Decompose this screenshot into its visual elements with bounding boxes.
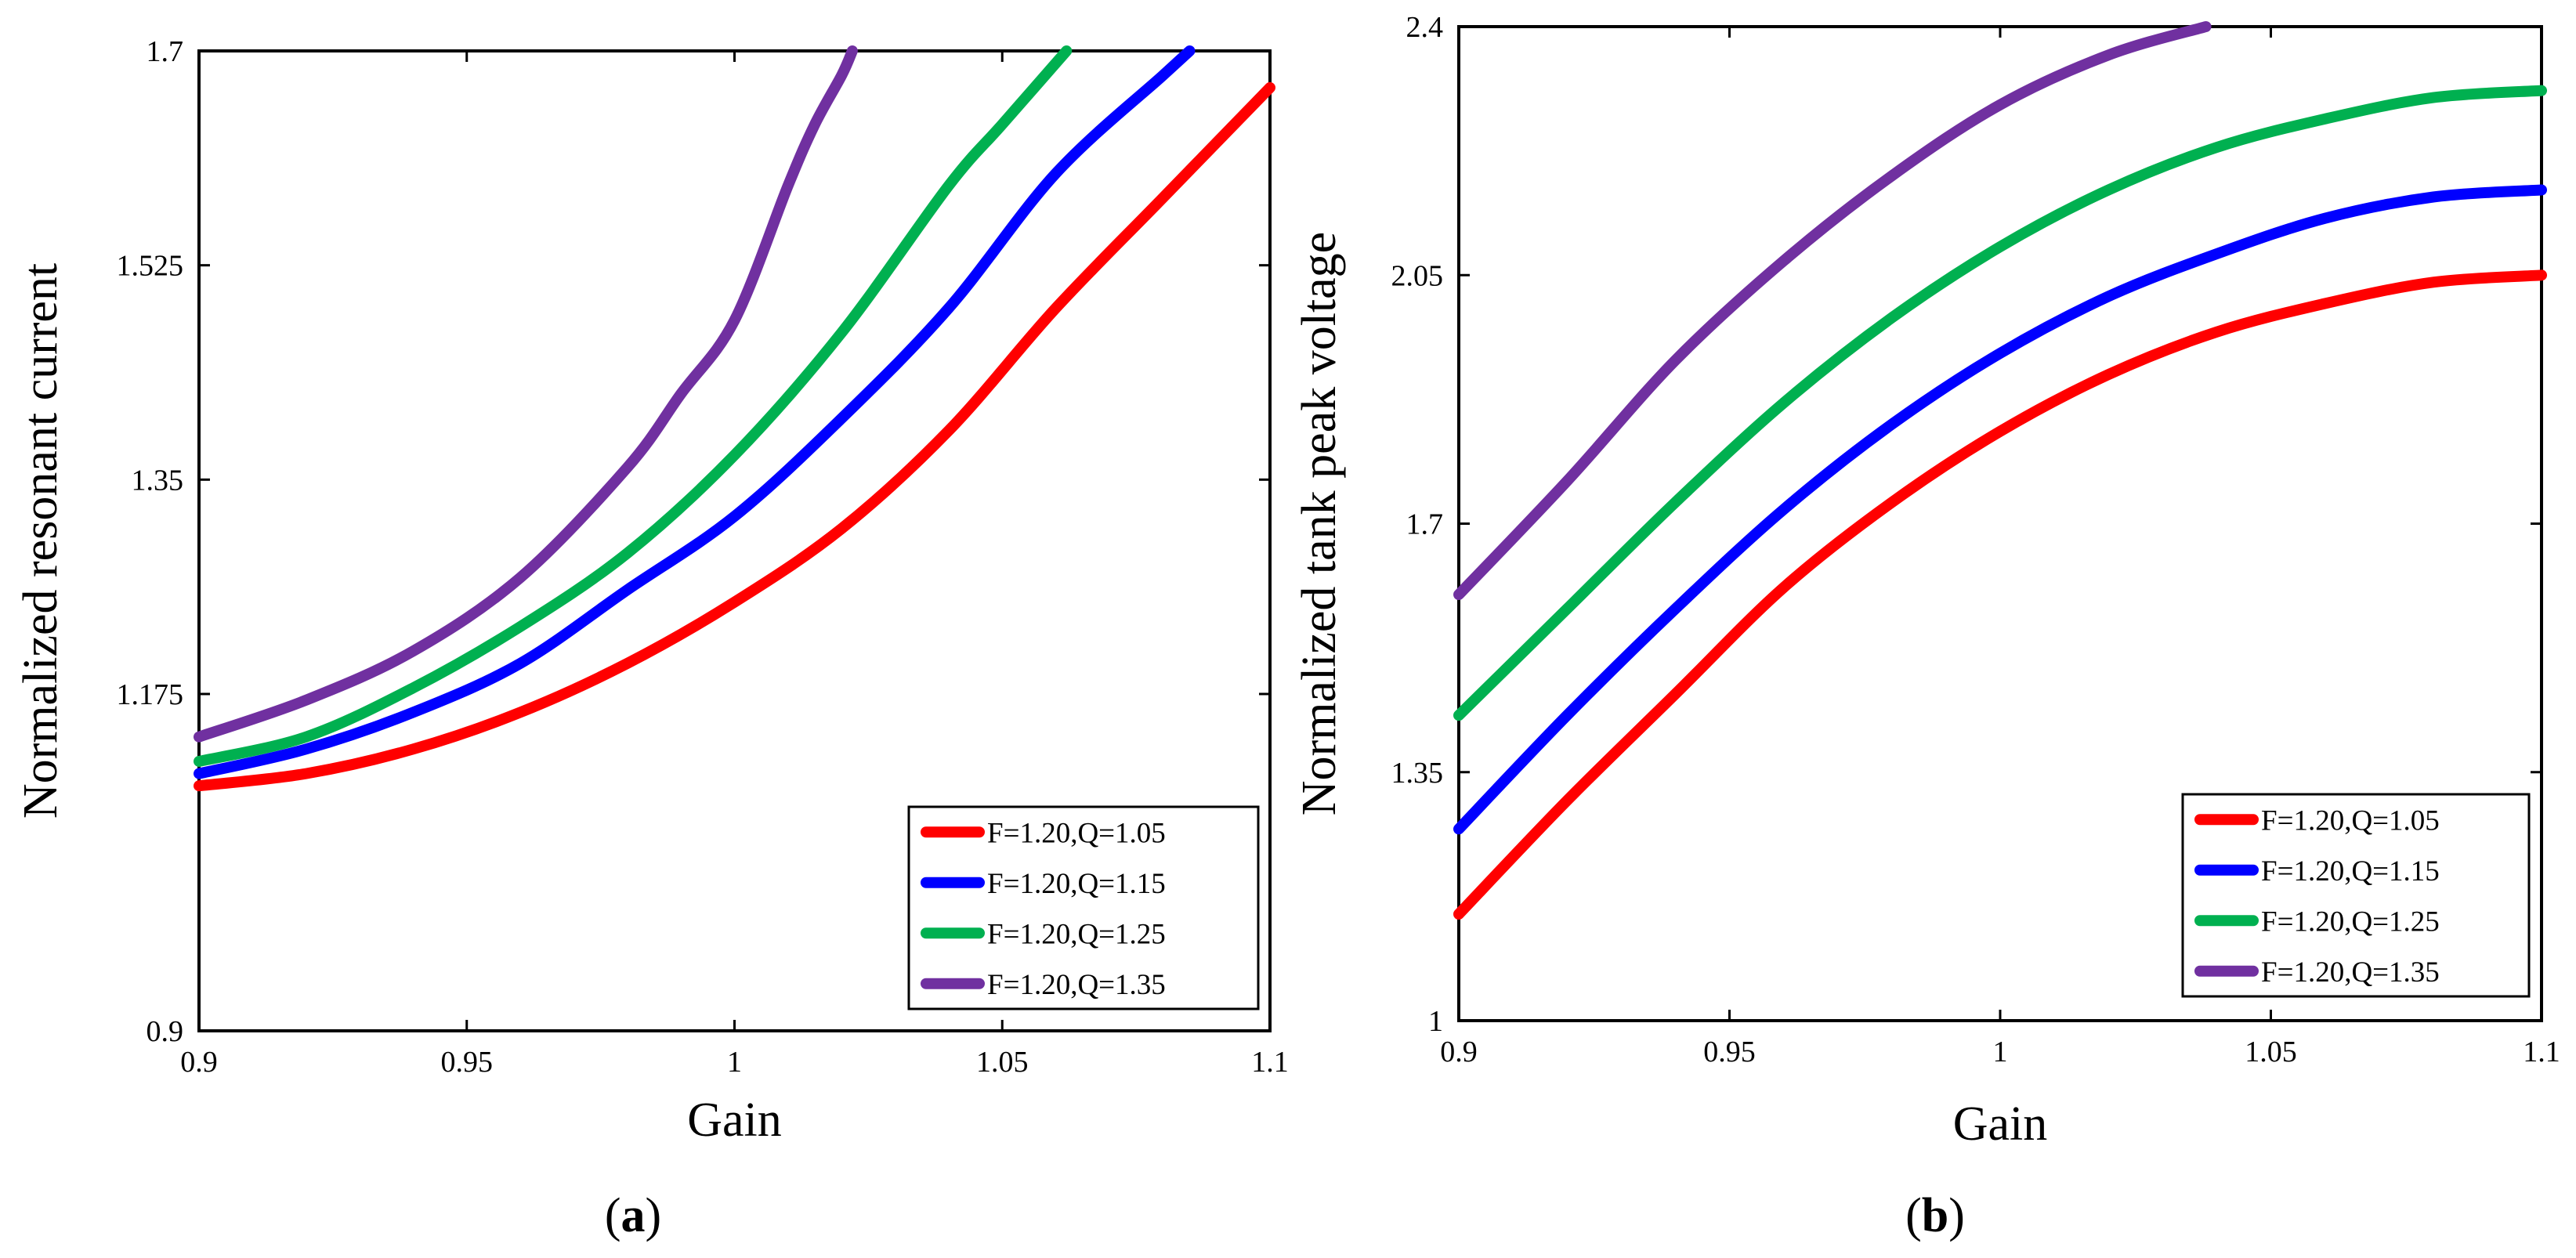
x-tick-label: 0.9 [1440,1036,1478,1068]
y-tick-label: 0.9 [147,1015,184,1048]
x-axis-title: Gain [1953,1097,2048,1151]
series-line-3 [1453,85,2547,721]
series-line-4 [194,45,858,743]
x-tick-label: 1.05 [2245,1036,2297,1068]
legend-label-3: F=1.20,Q=1.25 [987,918,1166,950]
legend-label-4: F=1.20,Q=1.35 [987,969,1166,1001]
x-tick-label: 0.9 [180,1046,218,1079]
x-tick-label: 1.1 [2523,1036,2560,1068]
y-tick-label: 1.7 [1406,508,1444,541]
legend-box [907,805,1260,1010]
y-tick-label: 1.35 [132,464,184,497]
y-axis-title: Normalized tank peak voltage [1293,232,1346,815]
x-tick-label: 1.05 [976,1046,1029,1079]
legend: F=1.20,Q=1.05 F=1.20,Q=1.15 F=1.20,Q=1.25 F… [2181,793,2531,998]
x-tick-label: 1 [727,1046,742,1079]
series-line-2 [194,45,1196,779]
series-line-1 [1453,269,2547,920]
y-tick-label: 2.05 [1391,259,1444,292]
y-tick-label: 1.175 [117,678,184,711]
panel-label: (a) [605,1189,661,1242]
series-line-2 [1453,184,2547,835]
y-tick-label: 1.525 [117,250,184,283]
y-tick-label: 1 [1428,1005,1443,1038]
y-tick-label: 1.35 [1391,757,1444,790]
x-tick-label: 1 [1993,1036,2008,1068]
x-tick-label: 1.1 [1251,1046,1289,1079]
legend: F=1.20,Q=1.05 F=1.20,Q=1.15 F=1.20,Q=1.25 F… [907,805,1260,1010]
legend-label-2: F=1.20,Q=1.15 [987,868,1166,900]
y-axis-title: Normalized resonant current [14,263,67,819]
chart-panel-b: 0.9 0.95 1 1.05 1.1 1 1.35 1.7 2.05 2.4 F=1.20,Q=1… [1293,11,2560,1242]
legend-label-4: F=1.20,Q=1.35 [2261,956,2440,989]
x-tick-label: 0.95 [1703,1036,1756,1068]
legend-label-2: F=1.20,Q=1.15 [2261,855,2440,887]
series-line-4 [1453,21,2212,601]
x-tick-label: 0.95 [441,1046,494,1079]
series-line-1 [194,81,1275,792]
legend-label-3: F=1.20,Q=1.25 [2261,906,2440,938]
panel-label: (b) [1905,1189,1965,1242]
y-tick-label: 1.7 [147,35,184,68]
chart-panel-a: 0.9 0.95 1 1.05 1.1 0.9 1.175 1.35 1.525 1.7 F=1.2… [14,35,1289,1242]
legend-label-1: F=1.20,Q=1.05 [987,817,1166,849]
y-tick-label: 2.4 [1406,11,1444,44]
series-line-3 [194,45,1073,767]
legend-label-1: F=1.20,Q=1.05 [2261,804,2440,837]
legend-box [2181,793,2531,998]
x-axis-title: Gain [687,1094,782,1147]
